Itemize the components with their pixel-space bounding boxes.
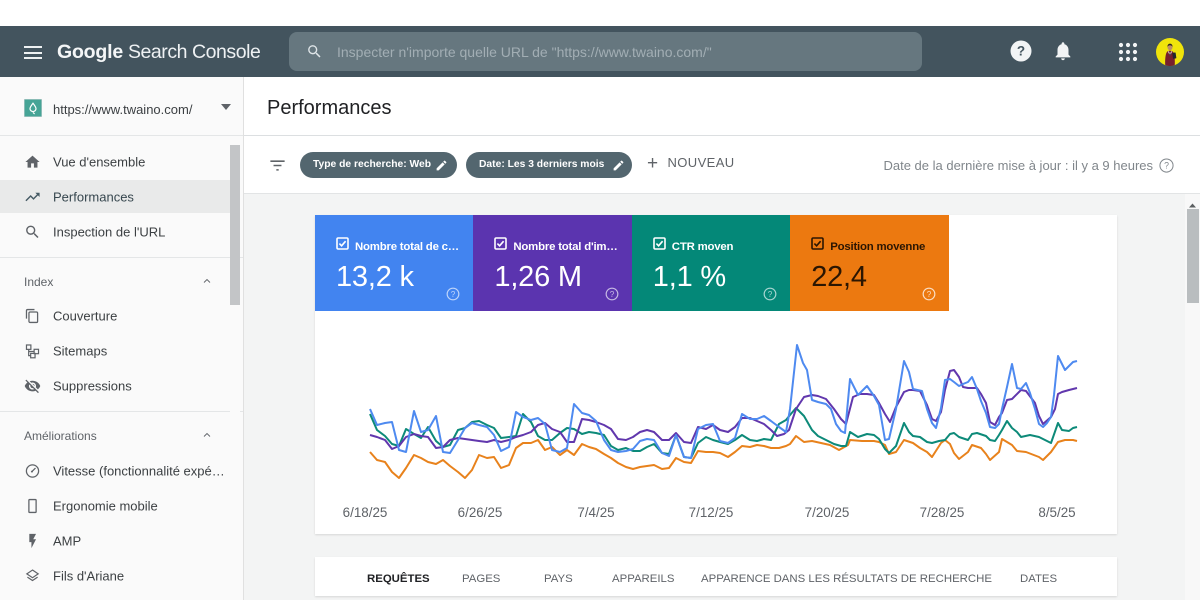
svg-text:?: ? — [610, 290, 615, 299]
svg-text:?: ? — [1017, 44, 1025, 59]
svg-text:?: ? — [768, 290, 773, 299]
svg-text:?: ? — [451, 290, 456, 299]
svg-text:?: ? — [926, 290, 931, 299]
svg-text:?: ? — [1164, 161, 1169, 171]
